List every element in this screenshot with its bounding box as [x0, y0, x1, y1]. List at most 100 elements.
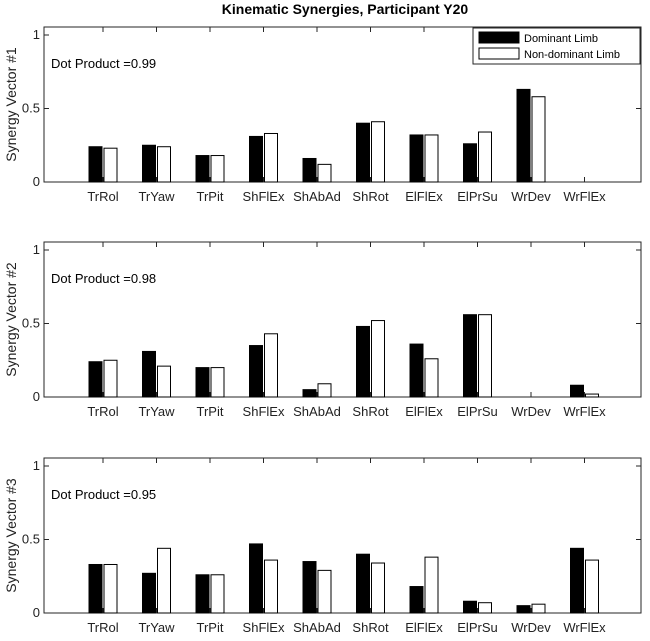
x-tick-label: TrYaw: [138, 189, 175, 204]
legend-label: Dominant Limb: [524, 33, 598, 45]
dot-product-annotation: Dot Product =0.99: [51, 56, 156, 71]
bar-dominant: [302, 389, 317, 398]
dot-product-annotation: Dot Product =0.95: [51, 487, 156, 502]
bar-non-dominant: [264, 559, 278, 614]
bar-dominant: [249, 543, 263, 614]
axes-box: [43, 241, 642, 398]
axes-box: [43, 457, 642, 614]
bar-non-dominant: [157, 365, 171, 398]
y-tick-label: 0.5: [22, 316, 40, 331]
bar-non-dominant: [371, 562, 385, 614]
bar-non-dominant: [103, 563, 118, 614]
x-tick-label: ElPrSu: [457, 404, 497, 419]
bar-non-dominant: [264, 132, 278, 183]
bar-dominant: [409, 586, 424, 614]
x-tick-label: TrPit: [197, 620, 224, 635]
figure-title: Kinematic Synergies, Participant Y20: [222, 1, 469, 17]
bar-non-dominant: [478, 314, 492, 398]
bar-non-dominant: [157, 146, 171, 183]
y-axis-label: Synergy Vector #1: [3, 47, 19, 162]
x-tick-label: WrDev: [511, 620, 551, 635]
bar-dominant: [195, 574, 210, 614]
x-tick-label: ElFlEx: [405, 189, 443, 204]
y-axis-label: Synergy Vector #3: [3, 478, 19, 593]
bar-dominant: [302, 561, 317, 614]
y-tick-label: 0: [33, 174, 40, 189]
y-tick-label: 0: [33, 389, 40, 404]
y-axis-label: Synergy Vector #2: [3, 262, 19, 377]
bar-dominant: [356, 553, 370, 614]
bar-non-dominant: [264, 333, 278, 398]
x-tick-label: ShAbAd: [293, 189, 341, 204]
bar-non-dominant: [210, 367, 225, 398]
bar-dominant: [356, 122, 370, 183]
bar-dominant: [570, 384, 584, 398]
y-tick-label: 0.5: [22, 532, 40, 547]
x-tick-label: TrPit: [197, 189, 224, 204]
bar-dominant: [463, 600, 477, 614]
bar-dominant: [195, 155, 210, 183]
bar-non-dominant: [424, 358, 439, 398]
bar-dominant: [463, 314, 477, 398]
x-tick-label: ShRot: [352, 189, 389, 204]
x-tick-label: ShFlEx: [243, 189, 285, 204]
bar-non-dominant: [478, 602, 492, 614]
bar-dominant: [88, 361, 103, 398]
legend-swatch-non-dominant: [478, 47, 520, 60]
legend-label: Non-dominant Limb: [524, 49, 620, 61]
x-tick-label: ElPrSu: [457, 620, 497, 635]
bar-dominant: [409, 134, 424, 183]
bar-non-dominant: [210, 155, 225, 183]
bar-non-dominant: [585, 393, 599, 398]
x-tick-label: ElPrSu: [457, 189, 497, 204]
x-tick-label: ShFlEx: [243, 620, 285, 635]
bar-non-dominant: [317, 569, 332, 614]
bar-dominant: [516, 88, 531, 183]
bar-dominant: [142, 350, 156, 398]
bar-dominant: [88, 563, 103, 614]
x-tick-label: ElFlEx: [405, 404, 443, 419]
bar-dominant: [356, 325, 370, 398]
y-tick-label: 1: [33, 458, 40, 473]
bar-non-dominant: [531, 603, 546, 614]
bar-dominant: [463, 143, 477, 183]
bar-dominant: [409, 343, 424, 398]
bar-non-dominant: [317, 163, 332, 183]
bar-non-dominant: [424, 556, 439, 614]
bar-dominant: [249, 345, 263, 398]
bar-dominant: [88, 146, 103, 183]
bar-non-dominant: [371, 320, 385, 398]
bar-non-dominant: [424, 134, 439, 183]
bar-dominant: [516, 605, 531, 614]
x-tick-label: TrRol: [87, 620, 118, 635]
x-tick-label: ShRot: [352, 620, 389, 635]
bar-non-dominant: [317, 383, 332, 398]
x-tick-label: ShAbAd: [293, 620, 341, 635]
x-tick-label: ElFlEx: [405, 620, 443, 635]
bar-dominant: [302, 157, 317, 183]
bar-non-dominant: [478, 131, 492, 183]
x-tick-label: WrFlEx: [563, 189, 606, 204]
bar-non-dominant: [103, 147, 118, 183]
y-tick-label: 0: [33, 605, 40, 620]
y-tick-label: 1: [33, 27, 40, 42]
x-tick-label: TrRol: [87, 404, 118, 419]
bar-dominant: [142, 572, 156, 614]
bar-non-dominant: [157, 547, 171, 614]
legend-swatch-dominant: [478, 31, 520, 44]
x-tick-label: TrYaw: [138, 404, 175, 419]
axes-box: [43, 26, 642, 183]
bar-non-dominant: [210, 574, 225, 614]
x-tick-label: WrFlEx: [563, 620, 606, 635]
x-tick-label: ShFlEx: [243, 404, 285, 419]
x-tick-label: TrPit: [197, 404, 224, 419]
bar-dominant: [249, 135, 263, 183]
bar-dominant: [195, 367, 210, 398]
x-tick-label: ShRot: [352, 404, 389, 419]
legend: Dominant Limb Non-dominant Limb: [472, 27, 641, 65]
dot-product-annotation: Dot Product =0.98: [51, 271, 156, 286]
x-tick-label: WrDev: [511, 189, 551, 204]
panel-1: 0 0.5 1 Synergy Vector #1 Dot Product =0.99 T…: [3, 26, 642, 204]
panel-3: 0 0.5 1 Synergy Vector #3 Dot Product =0.95 T…: [3, 457, 642, 635]
